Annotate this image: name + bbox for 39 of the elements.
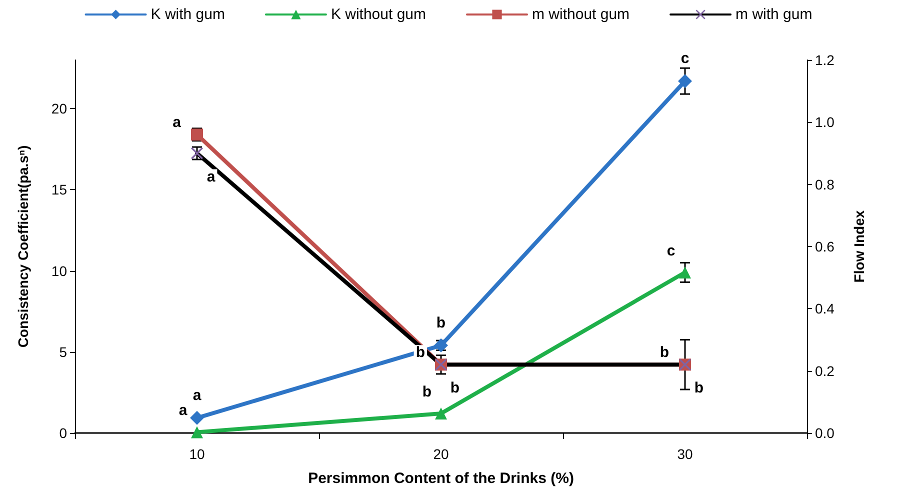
data-label: b [450, 380, 460, 397]
data-label: b [422, 384, 432, 401]
y2-tick-label: 0.8 [815, 176, 835, 192]
data-label: b [436, 314, 446, 332]
y-tick-label: 10 [51, 262, 68, 279]
data-label: b [660, 344, 669, 362]
y2-tick-label: 0.0 [815, 425, 835, 441]
y-tick-label: 20 [51, 100, 68, 117]
point [191, 426, 203, 438]
y2-tick-label: 0.4 [815, 300, 835, 317]
x-tick-label: 30 [677, 446, 693, 462]
x-tick-label: 20 [433, 446, 449, 462]
y-tick-label: 15 [51, 182, 68, 198]
y2-tick-label: 1.2 [815, 52, 835, 68]
point [679, 266, 691, 278]
data-label: b [416, 344, 425, 362]
y-tick-label: 0 [59, 425, 68, 441]
legend-label: m with gum [736, 6, 812, 23]
point [190, 410, 204, 425]
data-label: a [172, 114, 182, 132]
data-label: a [192, 386, 202, 404]
data-label: c [666, 242, 676, 260]
y2-axis-title: Flow Index [851, 210, 867, 283]
data-label: b [694, 380, 704, 397]
y-tick-label: 5 [59, 344, 68, 360]
y2-tick-label: 1.0 [815, 114, 835, 130]
legend-label: K without gum [330, 6, 426, 23]
data-label: c [680, 50, 690, 68]
legend-label: m without gum [532, 6, 630, 23]
x-axis-title: Persimmon Content of the Drinks (%) [308, 470, 574, 487]
data-label: a [178, 402, 188, 420]
y-axis-title: Consistency Coefficient(pa.sⁿ) [15, 145, 31, 348]
point [678, 74, 692, 88]
x-tick-label: 10 [189, 446, 205, 462]
data-label: a [206, 168, 216, 186]
y2-tick-label: 0.2 [815, 362, 835, 379]
point [435, 408, 447, 420]
y2-tick-label: 0.6 [815, 238, 835, 254]
legend-label: K with gum [150, 6, 225, 23]
